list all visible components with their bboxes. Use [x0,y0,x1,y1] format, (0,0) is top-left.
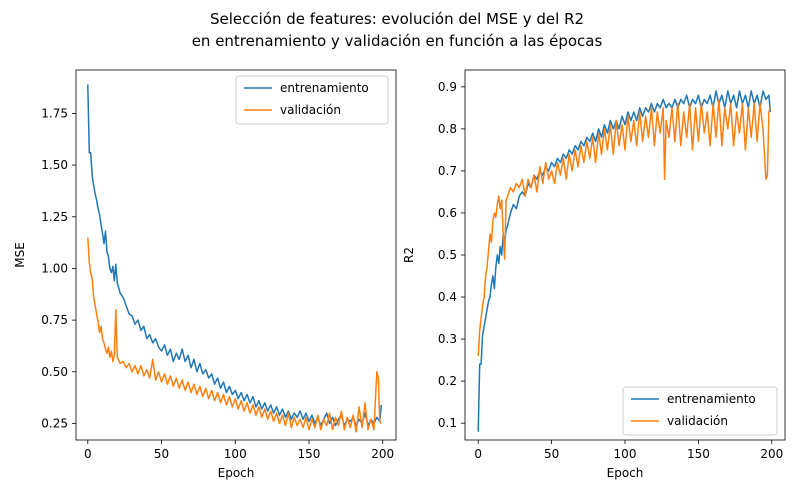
r2-y-tick-label: 0.2 [438,374,457,388]
r2-y-axis-label: R2 [402,247,416,263]
r2-x-axis-label: Epoch [607,466,644,480]
mse-y-tick-label: 1.75 [41,106,68,120]
mse-y-tick-label: 0.25 [41,416,68,430]
r2-series-validacion-line [477,98,772,356]
r2-y-tick-label: 0.5 [438,248,457,262]
mse-x-tick-label: 150 [298,447,321,461]
mse-y-axis-label: MSE [13,242,27,268]
mse-series-entrenamiento-line [87,84,383,427]
mse-axes-frame [75,69,397,441]
r2-x-tick-label: 50 [544,447,559,461]
r2-x-tick-label: 0 [474,447,482,461]
mse-legend-label: entrenamiento [280,81,369,95]
r2-y-tick-label: 0.7 [438,164,457,178]
mse-y-tick-label: 0.50 [41,365,68,379]
mse-x-axis-label: Epoch [218,466,255,480]
mse-x-tick-label: 100 [224,447,247,461]
r2-y-tick-label: 0.8 [438,122,457,136]
mse-legend-label: validación [280,103,341,117]
r2-y-tick-label: 0.9 [438,80,457,94]
r2-y-tick-label: 0.4 [438,290,457,304]
mse-chart: 0 50 100 150 200 0.25 0.50 0.75 1.00 1.25 1.50 1.75… [13,69,397,480]
mse-x-tick-label: 50 [154,447,169,461]
r2-x-tick-label: 150 [687,447,710,461]
r2-x-tick-label: 200 [760,447,783,461]
r2-legend-box [622,386,778,436]
r2-y-tick-label: 0.6 [438,206,457,220]
r2-x-tick-label: 100 [614,447,637,461]
mse-legend-box [235,75,389,125]
r2-legend-label: validación [667,414,728,428]
r2-y-tick-label: 0.3 [438,332,457,346]
figure-title-line2: en entrenamiento y validación en función… [192,32,603,50]
mse-x-tick-label: 200 [371,447,394,461]
figure-title-line1: Selección de features: evolución del MSE… [210,10,584,28]
mse-series-validacion-line [87,237,382,433]
r2-axes-frame [464,69,786,441]
mse-y-tick-label: 1.00 [41,261,68,275]
r2-legend-label: entrenamiento [667,392,756,406]
r2-chart: 0 50 100 150 200 0.1 0.2 0.3 0.4 0.5 0.6 0.7 0.8 0.9 E… [402,69,786,480]
mse-x-tick-label: 0 [84,447,92,461]
r2-legend: entrenamiento validación [622,386,778,436]
mse-legend: entrenamiento validación [235,75,389,125]
mse-y-tick-label: 0.75 [41,313,68,327]
mse-y-tick-label: 1.25 [41,210,68,224]
mse-y-tick-label: 1.50 [41,158,68,172]
r2-y-tick-label: 0.1 [438,416,457,430]
